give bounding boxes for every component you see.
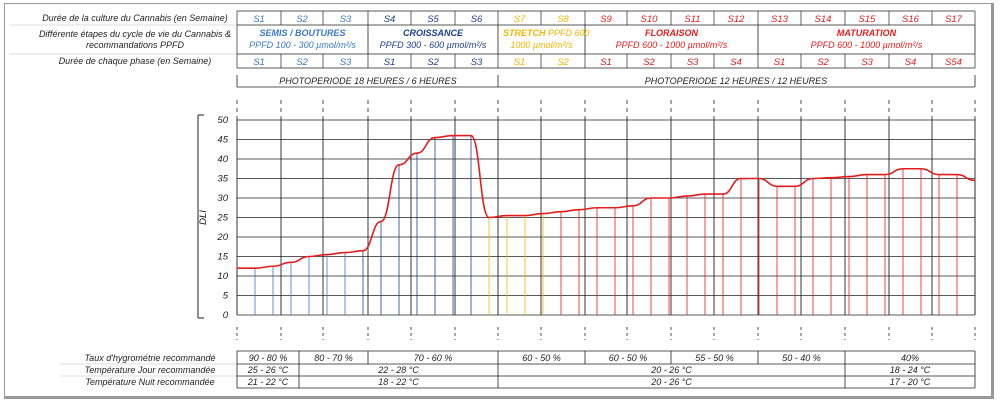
figure-frame xyxy=(4,3,994,399)
